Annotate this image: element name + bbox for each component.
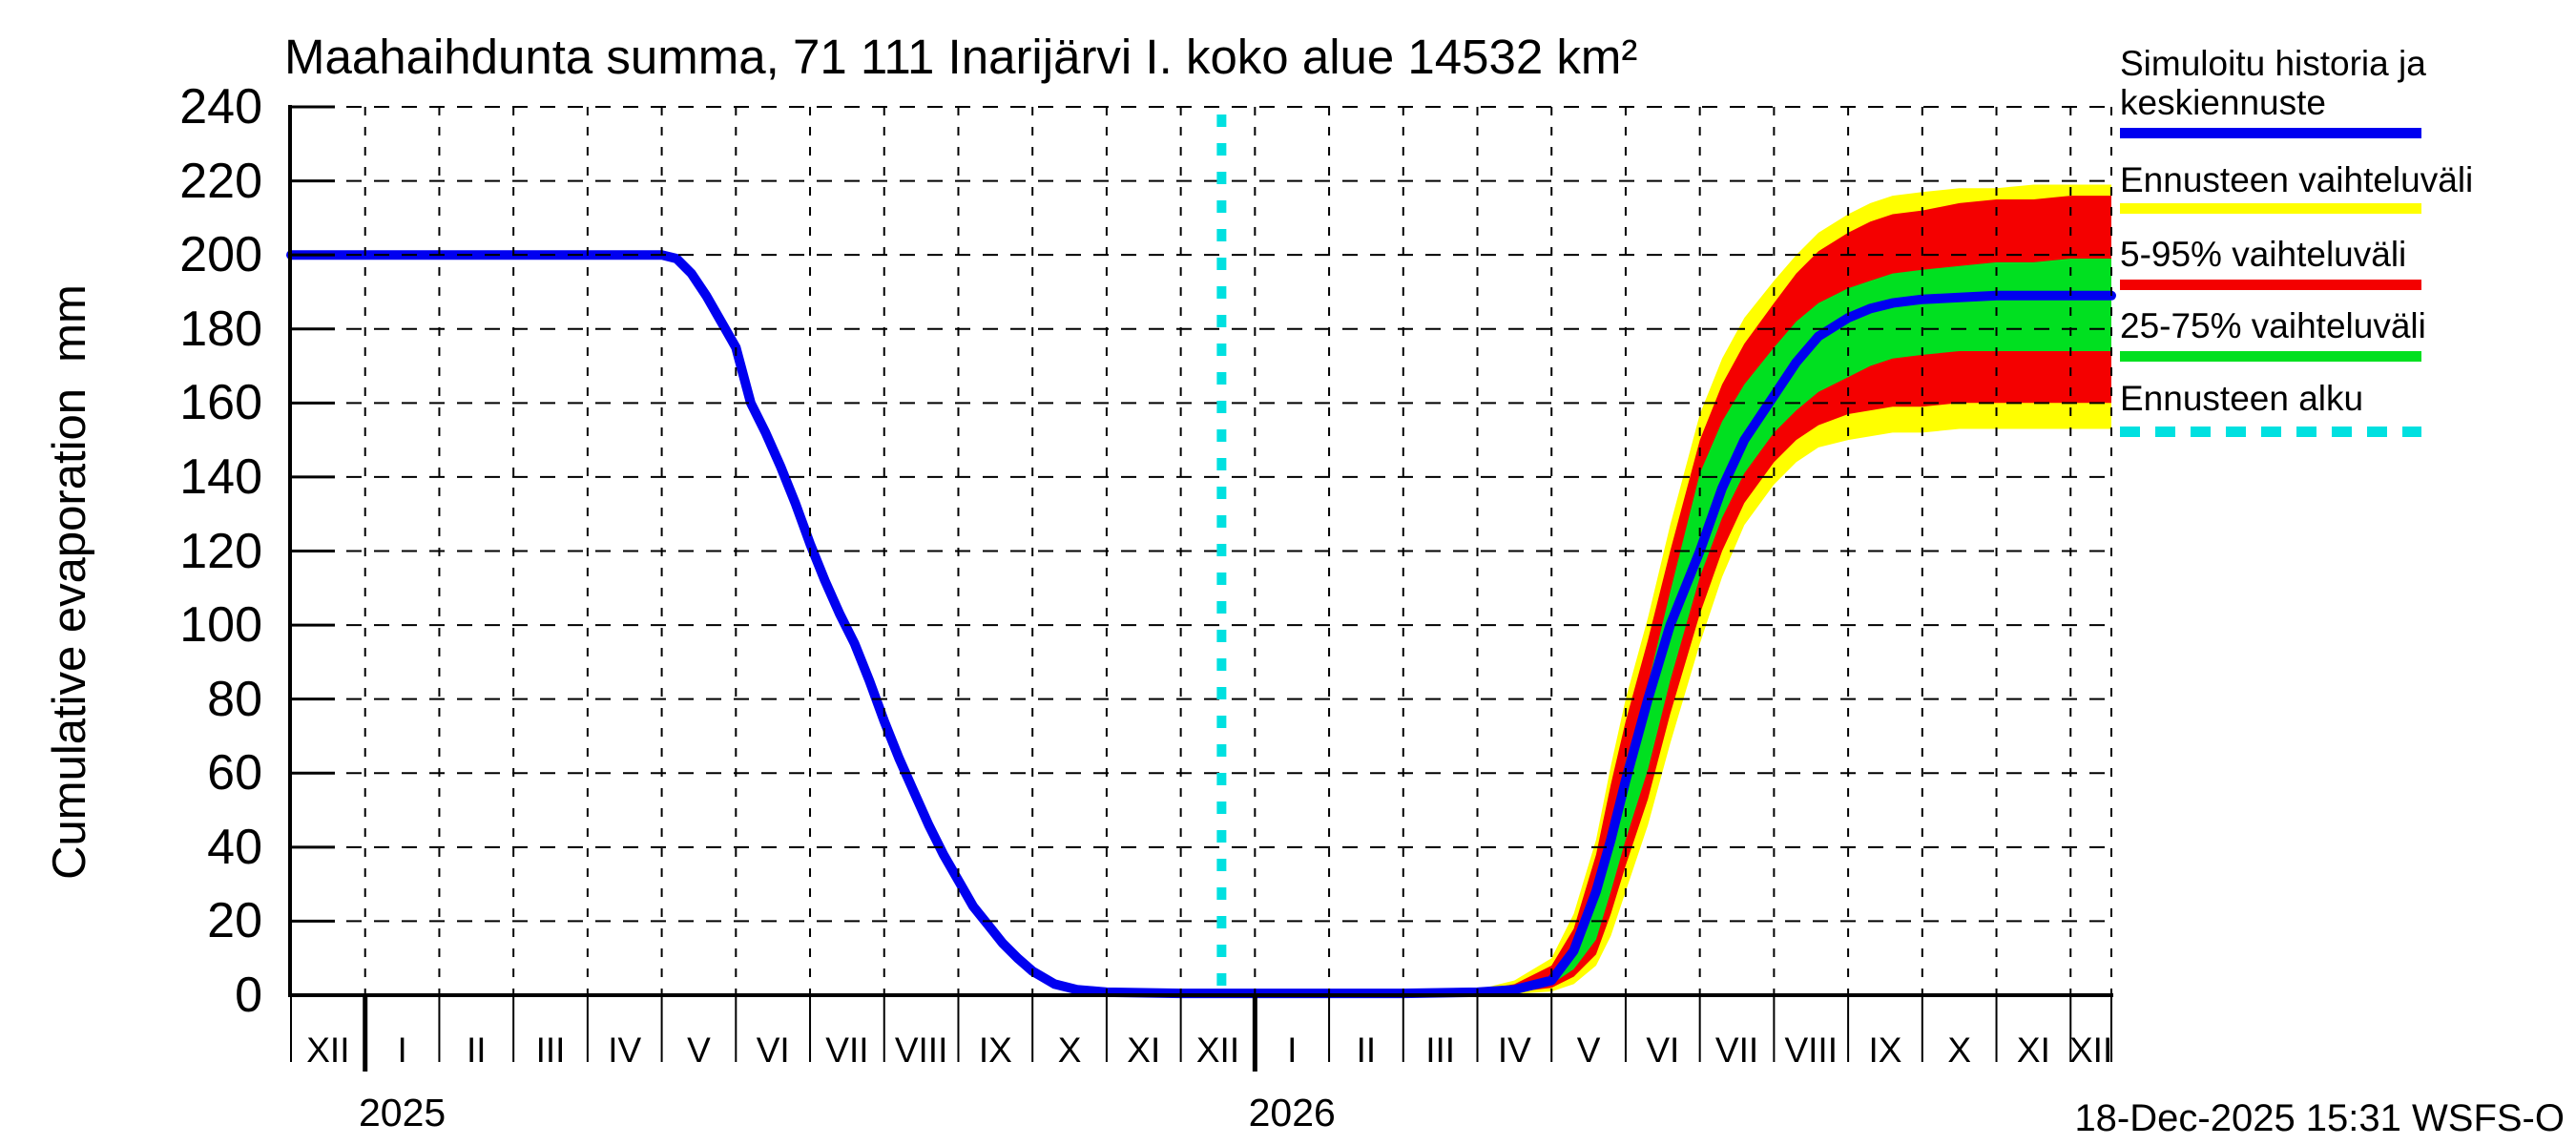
x-tick-label: XI (2016, 1030, 2050, 1070)
legend-label-forecast-start: Ennusteen alku (2120, 379, 2364, 418)
y-tick-label: 60 (207, 745, 262, 802)
y-tick-label: 180 (179, 301, 262, 357)
y-tick-label: 240 (179, 79, 262, 135)
x-tick-label: I (1287, 1030, 1298, 1070)
legend-label-5-95-range: 5-95% vaihteluväli (2120, 235, 2407, 274)
x-tick-label: IX (1868, 1030, 1902, 1070)
x-tick-label: XII (306, 1030, 350, 1070)
x-tick-label: XII (1195, 1030, 1240, 1070)
y-tick-label: 20 (207, 893, 262, 949)
y-tick-label: 40 (207, 819, 262, 875)
legend-label-25-75-range: 25-75% vaihteluväli (2120, 306, 2426, 345)
x-tick-label: X (1947, 1030, 1972, 1070)
y-tick-label: 100 (179, 597, 262, 654)
x-tick-label: IV (1497, 1030, 1531, 1070)
band-band_25_75 (1440, 259, 2111, 995)
y-tick-label: 80 (207, 671, 262, 727)
year-label: 2026 (1248, 1091, 1336, 1135)
x-tick-label: V (1576, 1030, 1601, 1070)
x-tick-label: I (397, 1030, 407, 1070)
x-tick-label: VII (1714, 1030, 1759, 1070)
band-band_5_95 (1440, 196, 2111, 995)
legend-label-history-median: Simuloitu historia ja keskiennuste (2120, 44, 2426, 122)
legend-swatch-5-95-range (2120, 280, 2421, 290)
legend-swatch-25-75-range (2120, 351, 2421, 362)
x-tick-label: II (1356, 1030, 1377, 1070)
x-tick-label: VIII (1784, 1030, 1838, 1070)
legend-label-forecast-range: Ennusteen vaihteluväli (2120, 160, 2474, 199)
legend-swatch-forecast-start (2120, 427, 2421, 437)
x-tick-label: II (467, 1030, 487, 1070)
legend-swatch-forecast-range (2120, 203, 2421, 214)
x-tick-label: III (1425, 1030, 1456, 1070)
y-tick-label: 140 (179, 448, 262, 505)
x-tick-label: IV (608, 1030, 642, 1070)
x-tick-label: V (687, 1030, 711, 1070)
x-tick-label: VI (1646, 1030, 1680, 1070)
x-tick-label: X (1057, 1030, 1082, 1070)
x-tick-label: IX (978, 1030, 1012, 1070)
chart-title: Maahaihdunta summa, 71 111 Inarijärvi I.… (284, 30, 1638, 84)
y-tick-label: 160 (179, 375, 262, 431)
legend: Simuloitu historia ja keskiennuste Ennus… (2120, 0, 2576, 458)
x-tick-label: XII (2069, 1030, 2113, 1070)
y-tick-label: 120 (179, 523, 262, 579)
y-tick-label: 220 (179, 153, 262, 209)
legend-swatch-history-median (2120, 128, 2421, 138)
year-label: 2025 (358, 1091, 447, 1135)
median-line (286, 250, 2116, 999)
x-tick-label: VIII (894, 1030, 948, 1070)
x-tick-label: III (535, 1030, 566, 1070)
timestamp: 18-Dec-2025 15:31 WSFS-O (2074, 1097, 2565, 1139)
x-tick-label: XI (1127, 1030, 1161, 1070)
x-tick-label: VII (825, 1030, 869, 1070)
y-tick-label: 200 (179, 227, 262, 283)
x-tick-label: VI (756, 1030, 790, 1070)
y-tick-label: 0 (235, 968, 262, 1023)
